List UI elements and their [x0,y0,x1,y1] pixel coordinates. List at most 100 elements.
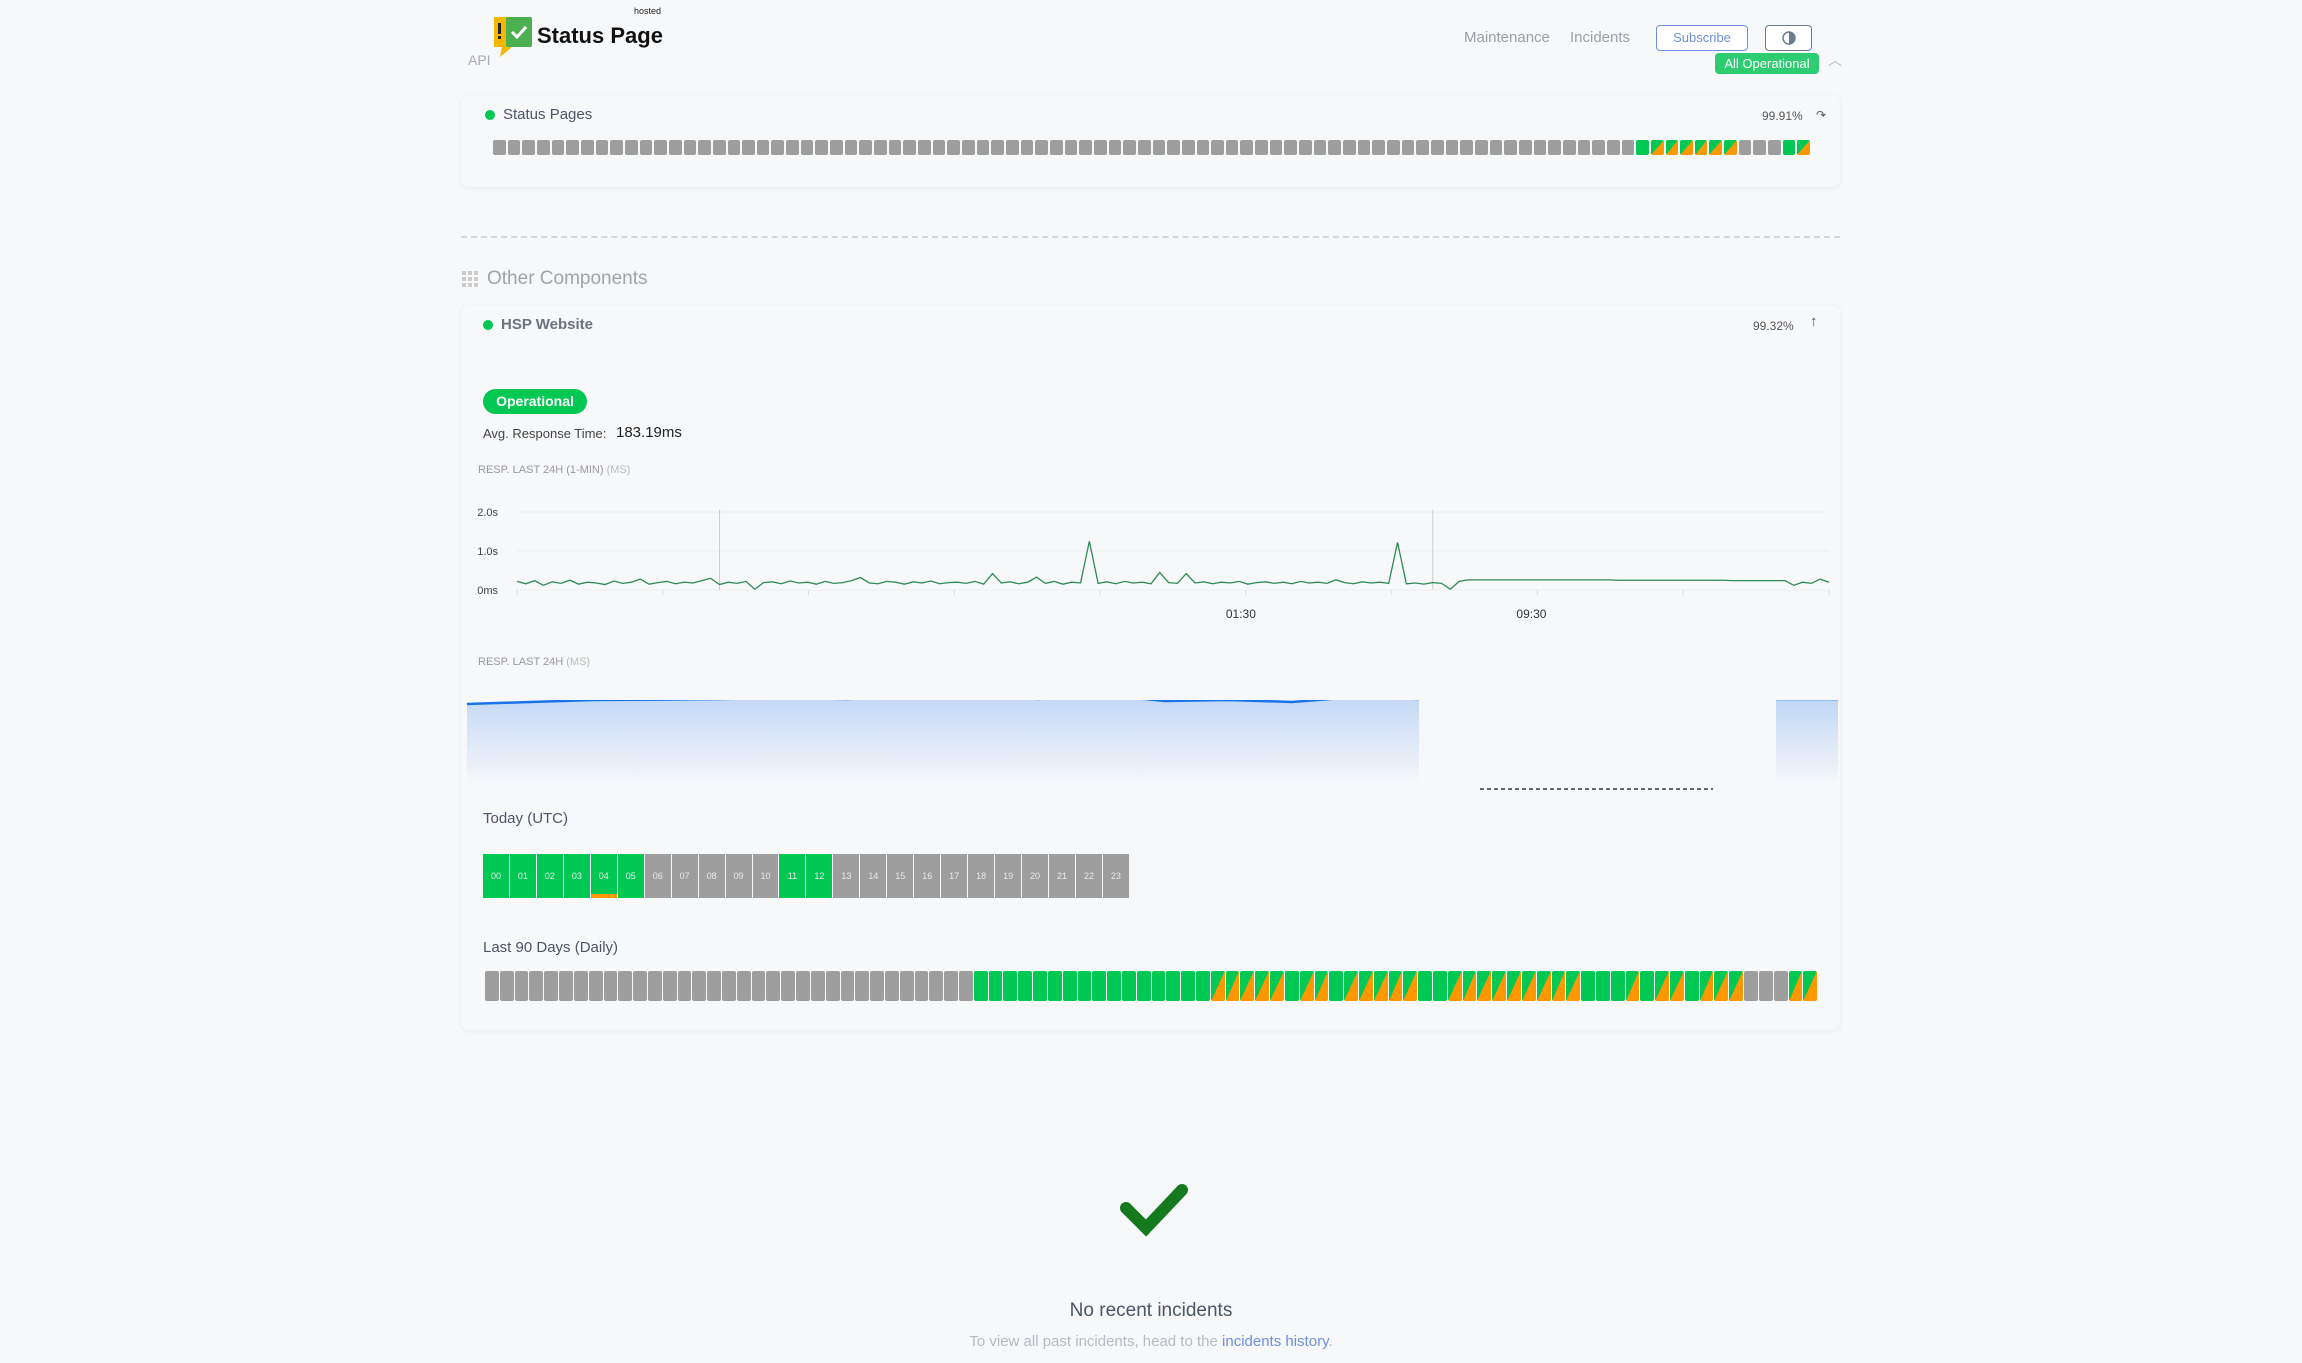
uptime-bar[interactable] [1753,140,1767,155]
uptime-bar[interactable] [1625,971,1640,1001]
uptime-bar[interactable] [962,140,975,155]
uptime-bar[interactable] [559,971,573,1001]
uptime-bar[interactable] [1314,971,1329,1001]
uptime-bar[interactable] [1240,971,1255,1001]
uptime-bar[interactable] [1462,971,1477,1001]
uptime-bar[interactable] [1684,971,1699,1001]
nav-maintenance[interactable]: Maintenance [1464,29,1550,46]
uptime-bar[interactable] [1744,971,1758,1001]
uptime-bar[interactable] [1724,140,1737,155]
uptime-bar[interactable] [1803,971,1818,1001]
uptime-bar[interactable] [1433,971,1447,1001]
uptime-bar[interactable] [507,140,521,155]
uptime-bar[interactable] [781,971,796,1001]
component-name[interactable]: HSP Website [501,316,593,333]
uptime-bar[interactable] [766,971,781,1001]
uptime-bar[interactable] [595,140,609,155]
uptime-bar[interactable] [1782,140,1796,155]
uptime-bar[interactable] [1210,971,1225,1001]
uptime-bar[interactable] [1211,140,1224,155]
uptime-bar[interactable] [1773,971,1788,1001]
uptime-bar[interactable]: 07 [671,854,698,898]
uptime-bar[interactable] [815,140,829,155]
uptime-bar[interactable] [677,971,692,1001]
uptime-bar[interactable] [1049,140,1063,155]
uptime-bar[interactable] [976,140,990,155]
uptime-bar[interactable] [1373,971,1388,1001]
uptime-bar[interactable] [929,971,944,1001]
uptime-bar[interactable] [493,140,506,155]
uptime-bar[interactable] [914,971,929,1001]
uptime-bar[interactable] [566,140,579,155]
uptime-bar[interactable] [499,971,514,1001]
uptime-bar[interactable]: 05 [617,854,644,898]
uptime-bar[interactable] [1416,140,1429,155]
uptime-bar[interactable] [1003,971,1018,1001]
uptime-bar[interactable] [1329,971,1344,1001]
uptime-bar[interactable]: 10 [752,854,779,898]
uptime-bar[interactable] [991,140,1004,155]
uptime-bar[interactable] [668,140,682,155]
uptime-bar[interactable] [944,971,958,1001]
uptime-bar[interactable] [1504,140,1517,155]
uptime-bar[interactable] [1489,140,1503,155]
uptime-bar[interactable] [633,971,647,1001]
uptime-bar[interactable] [588,971,603,1001]
uptime-bar[interactable] [536,140,550,155]
uptime-bar[interactable] [874,140,887,155]
uptime-bar[interactable] [1343,140,1356,155]
uptime-bar[interactable]: 00 [483,854,509,898]
uptime-bar[interactable] [1284,971,1299,1001]
uptime-bar[interactable] [1797,140,1811,155]
uptime-bar[interactable] [1680,140,1693,155]
uptime-bar[interactable]: 13 [833,854,860,898]
uptime-bar[interactable] [1269,140,1283,155]
uptime-bar[interactable] [840,971,855,1001]
uptime-bar[interactable] [751,971,766,1001]
uptime-bar[interactable] [1151,971,1166,1001]
theme-toggle-button[interactable] [1765,25,1812,51]
uptime-bar[interactable] [1167,140,1180,155]
uptime-bar[interactable] [1562,140,1576,155]
uptime-bar[interactable] [1610,971,1625,1001]
uptime-bar[interactable] [639,140,653,155]
uptime-bar[interactable] [544,971,559,1001]
uptime-bar[interactable] [1694,140,1708,155]
uptime-bar[interactable] [514,971,529,1001]
uptime-bar[interactable] [707,971,721,1001]
uptime-bar[interactable] [1581,971,1595,1001]
uptime-bar[interactable] [722,971,736,1001]
uptime-bar[interactable] [959,971,973,1001]
uptime-bar[interactable] [1518,140,1532,155]
uptime-bar[interactable] [1196,971,1210,1001]
uptime-bar[interactable] [1121,971,1136,1001]
uptime-bar[interactable] [1062,971,1077,1001]
uptime-bar[interactable] [1387,140,1400,155]
uptime-bar[interactable] [1431,140,1444,155]
uptime-bar[interactable]: 01 [509,854,536,898]
uptime-bar[interactable] [1699,971,1714,1001]
uptime-bar[interactable] [603,971,618,1001]
uptime-bar[interactable]: 16 [914,854,941,898]
uptime-bar[interactable] [1108,140,1122,155]
uptime-bar[interactable] [662,971,677,1001]
uptime-bar[interactable] [1093,140,1107,155]
uptime-bar[interactable] [1492,971,1507,1001]
uptime-bar[interactable] [830,140,843,155]
uptime-bar[interactable]: 12 [806,854,833,898]
uptime-bar[interactable]: 04 [590,854,617,898]
uptime-bar[interactable] [1357,140,1371,155]
uptime-bar[interactable] [918,140,931,155]
uptime-bar[interactable]: 17 [941,854,968,898]
uptime-bar[interactable] [1077,971,1092,1001]
uptime-bar[interactable] [1284,140,1298,155]
uptime-bar[interactable] [742,140,755,155]
uptime-bar[interactable] [1521,971,1536,1001]
uptime-bar[interactable] [1136,971,1151,1001]
uptime-bar[interactable] [654,140,667,155]
uptime-bar[interactable] [1225,971,1240,1001]
uptime-bar[interactable] [1709,140,1723,155]
uptime-bar[interactable]: 03 [563,854,590,898]
chevron-up-icon[interactable]: ︿ [1828,52,1842,68]
uptime-bar[interactable] [888,140,902,155]
